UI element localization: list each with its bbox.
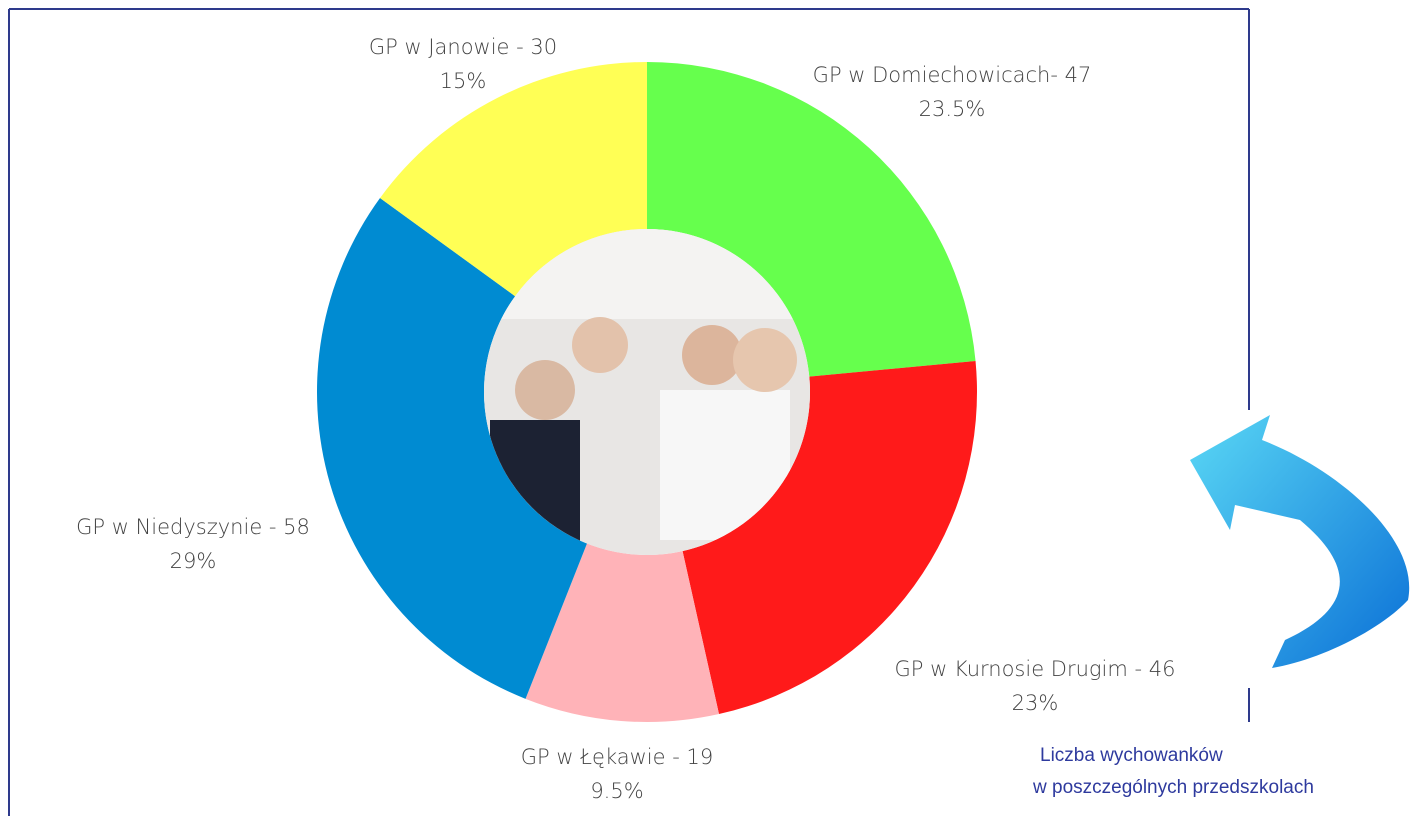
photo bbox=[484, 229, 810, 555]
slice-label: GP w Kurnosie Drugim - 46 bbox=[895, 657, 1176, 681]
value-label: 29% bbox=[170, 549, 217, 573]
arrow-icon bbox=[1190, 415, 1409, 668]
slice-label: GP w Łękawie - 19 bbox=[521, 745, 713, 769]
slice-label: GP w Janowie - 30 bbox=[369, 35, 557, 59]
page: {"chart_data": {"type": "pie", "donut": … bbox=[0, 0, 1415, 816]
slice-label: GP w Niedyszynie - 58 bbox=[76, 515, 310, 539]
caption-line: Liczba wychowanków bbox=[1040, 745, 1223, 766]
value-label: 9.5% bbox=[590, 779, 643, 803]
value-label: 15% bbox=[440, 69, 487, 93]
slice-label: GP w Domiechowicach- 47 bbox=[813, 63, 1092, 87]
value-label: 23% bbox=[1012, 691, 1059, 715]
caption-line: w poszczególnych przedszkolach bbox=[1032, 777, 1314, 798]
value-label: 23.5% bbox=[919, 97, 986, 121]
chart: Liczba wychowanków w poszczególnych prze… bbox=[0, 0, 1415, 816]
